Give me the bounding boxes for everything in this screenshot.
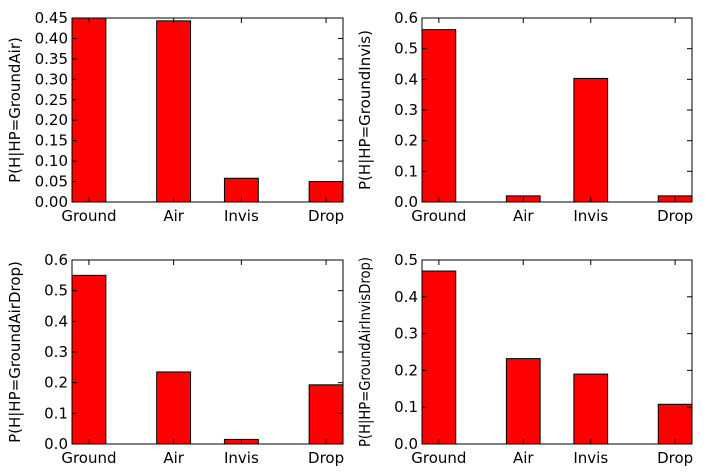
- x-tick-label-drop: Drop: [308, 449, 344, 467]
- y-tick-label: 0.15: [35, 132, 68, 150]
- axes-frame: [421, 259, 693, 445]
- subplot-1: 0.00 0.05 0.10 0.15 0.20 0.25 0.30 0.35 0.40 0.45…: [6, 9, 344, 225]
- bar-air: [156, 371, 192, 445]
- y-tick-label: 0.35: [35, 50, 68, 68]
- y-tick-label: 0.25: [35, 91, 68, 109]
- y-tick-label: 0.3: [394, 325, 418, 343]
- axes-frame: [71, 259, 344, 445]
- y-axis-label: P(H|HP=GroundAirDrop): [6, 261, 24, 443]
- subplot-4: 0.0 0.1 0.2 0.3 0.4 0.5 Ground Air Invis Drop P(H|…: [356, 251, 693, 467]
- y-tick-label: 0.2: [44, 374, 68, 392]
- x-tick-label-ground: Ground: [61, 207, 116, 225]
- bar-air: [505, 358, 541, 445]
- x-tick-label-drop: Drop: [657, 449, 693, 467]
- y-tick-label: 0.4: [394, 70, 418, 88]
- y-tick-label: 0.4: [394, 288, 418, 306]
- y-tick-label: 0.5: [44, 282, 68, 300]
- bar-drop: [308, 384, 344, 445]
- y-tick-label: 0.0: [394, 435, 418, 453]
- axes-frame: [71, 17, 344, 203]
- bar-ground: [71, 274, 107, 445]
- bar-ground: [421, 29, 457, 203]
- y-tick-label: 0.05: [35, 173, 68, 191]
- y-tick-label: 0.2: [394, 361, 418, 379]
- x-tick-label-ground: Ground: [61, 449, 116, 467]
- bar-ground: [421, 270, 457, 445]
- y-tick-label: 0.3: [44, 343, 68, 361]
- subplot-3: 0.0 0.1 0.2 0.3 0.4 0.5 0.6 Ground Air Invis Drop P…: [6, 251, 344, 467]
- y-tick-label: 0.5: [394, 40, 418, 58]
- axes-frame: [421, 17, 693, 203]
- y-tick-label: 0.6: [44, 251, 68, 269]
- bar-invis: [573, 77, 609, 203]
- x-tick-label-invis: Invis: [224, 207, 259, 225]
- y-tick-label: 0.4: [44, 312, 68, 330]
- y-tick-label: 0.10: [35, 152, 68, 170]
- bar-invis: [573, 373, 609, 445]
- y-tick-label: 0.6: [394, 9, 418, 27]
- bar-air: [156, 20, 192, 203]
- y-axis-label: P(H|HP=GroundAirInvisDrop): [356, 257, 374, 447]
- x-tick-label-invis: Invis: [573, 449, 608, 467]
- x-tick-label-air: Air: [513, 449, 534, 467]
- x-tick-label-ground: Ground: [411, 449, 466, 467]
- y-tick-label: 0.1: [44, 404, 68, 422]
- y-tick-label: 0.20: [35, 111, 68, 129]
- y-tick-label: 0.40: [35, 29, 68, 47]
- x-tick-label-ground: Ground: [411, 207, 466, 225]
- y-tick-label: 0.30: [35, 70, 68, 88]
- y-tick-label: 0.0: [394, 193, 418, 211]
- x-tick-label-drop: Drop: [308, 207, 344, 225]
- y-tick-label: 0.5: [394, 251, 418, 269]
- y-tick-label: 0.1: [394, 398, 418, 416]
- x-tick-label-air: Air: [163, 449, 184, 467]
- y-tick-label: 0.2: [394, 132, 418, 150]
- y-tick-label: 0.00: [35, 193, 68, 211]
- bar-ground: [71, 17, 107, 203]
- y-tick-label: 0.1: [394, 162, 418, 180]
- x-tick-label-invis: Invis: [224, 449, 259, 467]
- bar-drop: [657, 403, 693, 445]
- x-tick-label-air: Air: [513, 207, 534, 225]
- y-tick-label: 0.0: [44, 435, 68, 453]
- y-tick-label: 0.45: [35, 9, 68, 27]
- subplot-2: 0.0 0.1 0.2 0.3 0.4 0.5 0.6 Ground Air Invis Drop P…: [356, 9, 693, 225]
- x-tick-label-drop: Drop: [657, 207, 693, 225]
- x-tick-label-invis: Invis: [573, 207, 608, 225]
- x-tick-label-air: Air: [163, 207, 184, 225]
- y-axis-label: P(H|HP=GroundAir): [6, 37, 24, 183]
- y-axis-label: P(H|HP=GroundInvis): [356, 30, 374, 190]
- y-tick-label: 0.3: [394, 101, 418, 119]
